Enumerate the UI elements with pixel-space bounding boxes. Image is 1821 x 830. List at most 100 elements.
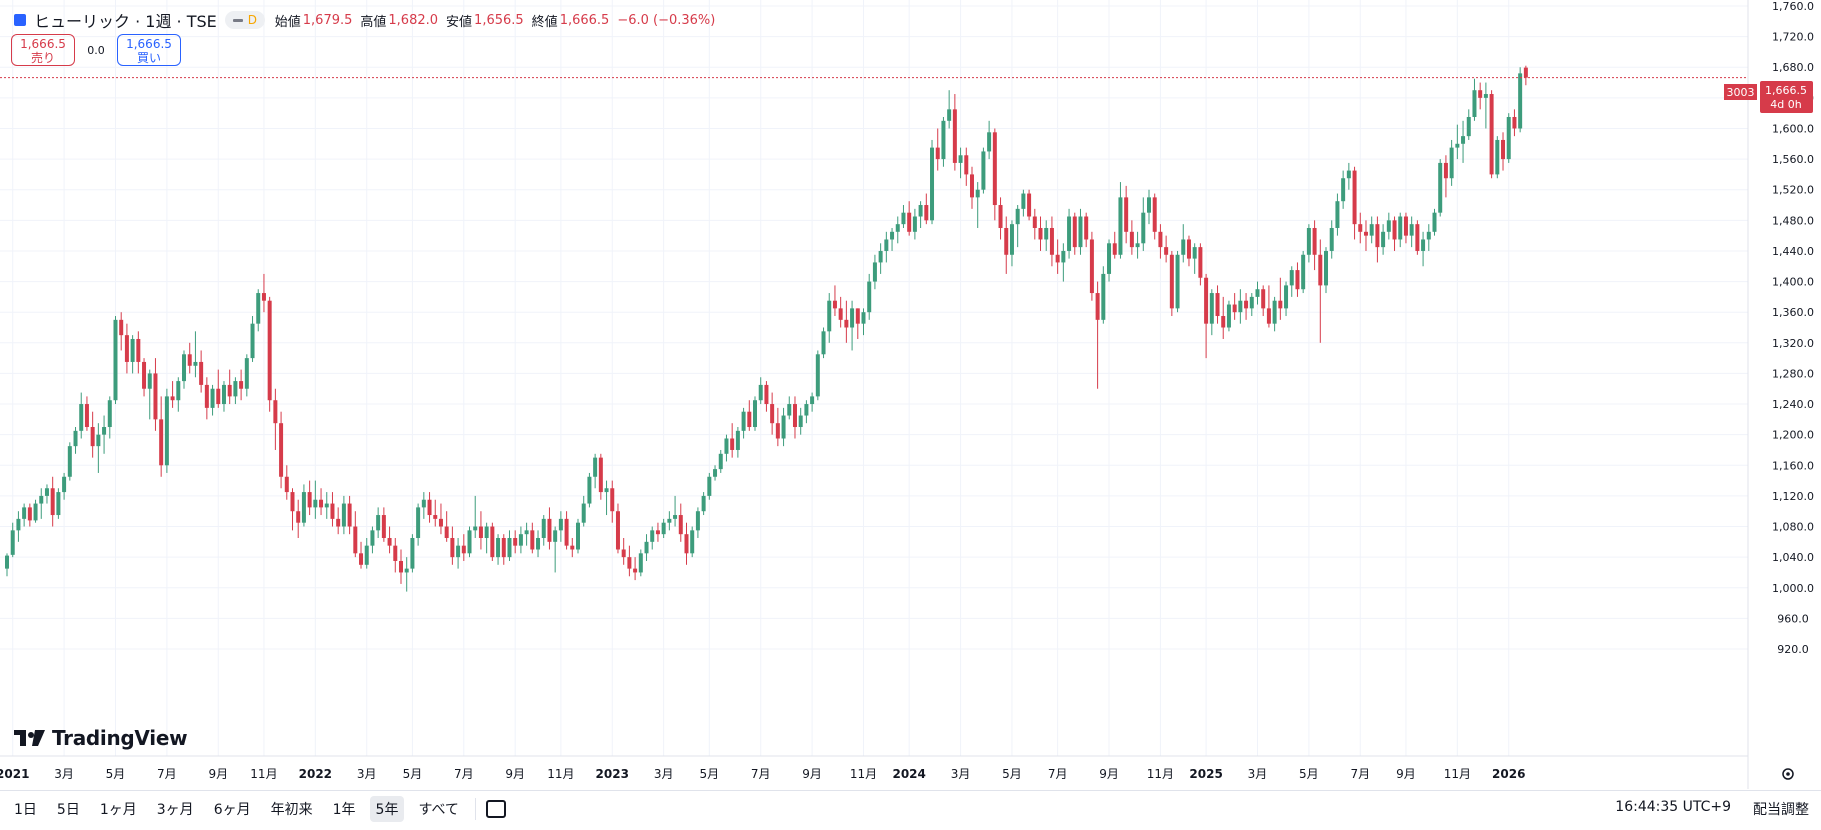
candle-body [170, 396, 175, 401]
candle-body [324, 503, 329, 508]
candle-body [124, 335, 129, 362]
range-button[interactable]: 1年 [332, 802, 356, 818]
range-button[interactable]: 6ヶ月 [213, 802, 251, 818]
candle [941, 116, 946, 167]
candle-body [1232, 304, 1237, 313]
candle [815, 350, 820, 401]
candle-body [593, 457, 598, 477]
candle-body [216, 388, 221, 405]
buy-price: 1,666.5 [126, 37, 172, 51]
candle [1495, 136, 1500, 179]
candle [890, 227, 895, 251]
candle-body [1152, 197, 1157, 232]
candle-body [1284, 285, 1289, 309]
candle-body [770, 404, 775, 424]
range-button[interactable]: すべて [418, 802, 459, 818]
candle [393, 538, 398, 573]
candle [918, 201, 923, 228]
candle-body [142, 361, 147, 389]
tradingview-logo[interactable]: TradingView [14, 726, 188, 750]
candle [227, 369, 232, 405]
candle-body [958, 155, 963, 163]
candle [844, 300, 849, 343]
candle-body [724, 438, 729, 454]
y-tick-label: 1,720.0 [1772, 31, 1814, 44]
candle-body [433, 515, 438, 519]
range-button[interactable]: 3ヶ月 [156, 802, 194, 818]
candle [1318, 239, 1323, 343]
candle-body [1455, 143, 1460, 148]
time-axis[interactable]: 2021 3月 5月 7月 9月 11月 2022 3月 5月 7月 9月 11月 2023 3月 5月 7月… [0, 767, 1525, 781]
range-button[interactable]: 1日 [14, 802, 37, 818]
candle-body [501, 538, 506, 558]
candle [661, 518, 666, 539]
candle [1341, 170, 1346, 209]
candle [678, 503, 683, 542]
candle [930, 139, 935, 225]
candle [176, 377, 181, 412]
x-tick-label: 9月 [802, 767, 822, 781]
candle-body [1238, 300, 1243, 313]
symbol-code-tag: 3003 [1727, 86, 1755, 99]
buy-button[interactable]: 1,666.5 買い [117, 34, 181, 66]
candle-body [998, 205, 1003, 228]
candle-body [239, 381, 244, 389]
candle-body [1375, 224, 1380, 248]
change-value: −6.0 (−0.36%) [617, 12, 716, 28]
range-button[interactable]: 5日 [56, 802, 80, 818]
candle [404, 557, 409, 592]
range-button[interactable]: 5年 [369, 796, 405, 822]
candle-body [210, 388, 215, 408]
candle-body [1198, 247, 1203, 278]
candle [878, 243, 883, 274]
candle [193, 331, 198, 378]
candle [187, 342, 192, 374]
y-tick-label: 1,080.0 [1772, 521, 1814, 534]
candle [1244, 293, 1249, 320]
candle [1346, 162, 1351, 190]
x-tick-label: 3月 [951, 767, 971, 781]
buy-label: 買い [136, 51, 161, 65]
candle [39, 488, 44, 519]
candle [1192, 243, 1197, 274]
high-value: 1,682.0 [388, 12, 439, 28]
range-button[interactable]: 年初来 [270, 802, 313, 818]
candle-body [1443, 162, 1448, 179]
clock-timezone[interactable]: 16:44:35 UTC+9 [1615, 799, 1731, 815]
candle [1055, 239, 1060, 274]
bar-countdown: 4d 0h [1770, 98, 1801, 111]
candle [901, 205, 906, 228]
candle [1284, 281, 1289, 317]
candle-body [62, 476, 67, 493]
dividend-adjust-button[interactable]: 配当調整 [1753, 802, 1809, 818]
candle-body [319, 499, 324, 508]
candle-body [1272, 300, 1277, 324]
price-axis[interactable]: 1,760.01,720.01,680.01,640.01,600.01,560… [1772, 0, 1814, 656]
candle-body [496, 538, 501, 558]
candle [564, 511, 569, 550]
candle-body [987, 132, 992, 152]
symbol-title[interactable]: ヒューリック · 1週 · TSE [34, 12, 217, 31]
visibility-pill[interactable]: D [224, 11, 265, 29]
candle-body [330, 503, 335, 519]
candle-body [1244, 300, 1249, 309]
candle [507, 530, 512, 561]
candle [73, 427, 78, 454]
candle [1432, 208, 1437, 236]
last-price-tag: 1,666.5 [1765, 84, 1807, 97]
range-button[interactable]: 1ヶ月 [99, 802, 137, 818]
symbol-logo-icon[interactable] [14, 14, 26, 26]
grid [0, 0, 1748, 756]
candle [273, 388, 278, 450]
sell-button[interactable]: 1,666.5 売り [11, 34, 75, 66]
calendar-icon[interactable] [485, 800, 506, 818]
candle [1209, 289, 1214, 336]
candle-body [1226, 304, 1231, 328]
candle-series [5, 65, 1528, 592]
candle [142, 358, 147, 397]
candle-body [256, 293, 261, 324]
settings-gear-icon[interactable] [1782, 768, 1794, 780]
candle [307, 480, 312, 516]
